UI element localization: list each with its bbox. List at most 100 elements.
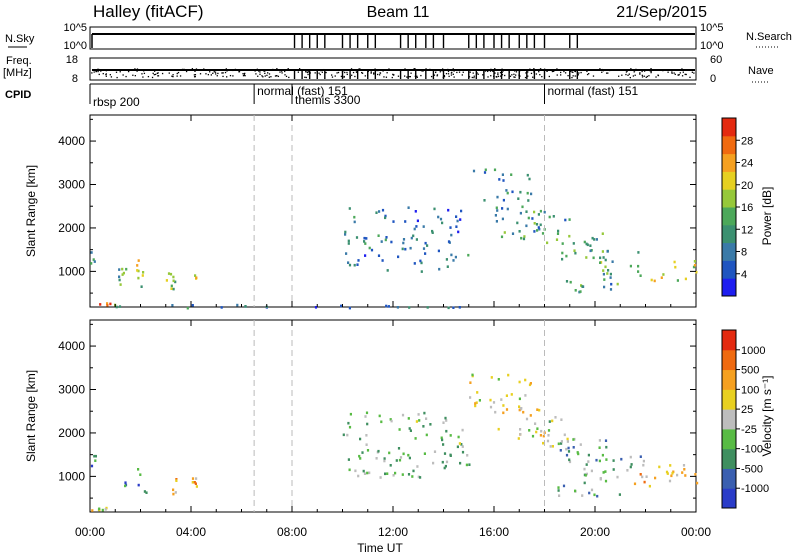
data-cell	[460, 209, 463, 213]
freq-label: Freq.	[6, 55, 32, 67]
data-cell	[122, 271, 125, 275]
colorbar-tick-label: 24	[741, 158, 753, 170]
data-cell	[557, 442, 560, 446]
data-cell	[348, 263, 352, 267]
data-cell	[445, 460, 449, 464]
data-cell	[469, 396, 472, 399]
velocity-colorbar-label: Velocity [m s⁻¹]	[760, 375, 774, 456]
colorbar-tick-label: 1000	[741, 345, 765, 357]
data-cell	[585, 242, 588, 246]
data-cell	[572, 438, 575, 441]
nave-point	[571, 76, 573, 79]
data-cell	[591, 236, 594, 240]
colorbar-tick-label: -25	[741, 424, 757, 436]
nave-point	[511, 74, 513, 76]
nave-point	[403, 75, 406, 77]
data-cell	[418, 419, 421, 422]
nave-point	[577, 74, 579, 76]
nave-point	[685, 73, 687, 76]
nave-point	[605, 72, 608, 74]
data-cell	[106, 304, 109, 307]
data-cell	[681, 471, 684, 474]
nave-point	[128, 70, 130, 72]
nave-point	[257, 75, 259, 77]
data-cell	[566, 440, 569, 443]
data-cell	[169, 272, 173, 276]
data-cell	[394, 471, 397, 475]
nave-point	[281, 70, 283, 72]
nave-point	[503, 69, 505, 71]
data-cell	[92, 258, 95, 261]
y-tick-label: 3000	[58, 383, 85, 397]
nave-point	[358, 68, 360, 70]
nsky-tick-bottom: 10^0	[63, 40, 87, 52]
nave-point	[319, 73, 321, 76]
data-cell	[668, 479, 672, 483]
nave-point	[572, 71, 574, 74]
nave-point	[340, 75, 343, 78]
nave-point	[331, 74, 333, 76]
data-cell	[377, 254, 381, 257]
data-cell	[581, 494, 584, 497]
nave-point	[268, 73, 271, 75]
data-cell	[533, 222, 536, 225]
data-cell	[414, 437, 417, 440]
data-cell	[639, 473, 642, 476]
data-cell	[552, 215, 555, 218]
nave-point	[539, 73, 541, 76]
nave-point	[305, 76, 307, 79]
nave-point	[404, 68, 406, 70]
nave-point	[97, 68, 99, 70]
data-cell	[426, 244, 429, 247]
data-cell	[505, 394, 508, 397]
nave-point	[151, 76, 154, 79]
colorbar-swatch	[722, 448, 736, 469]
cpid-segment-label: rbsp 200	[93, 95, 140, 109]
nave-point	[264, 72, 266, 75]
data-cell	[458, 306, 461, 309]
data-cell	[574, 251, 577, 255]
data-cell	[220, 306, 223, 309]
nave-point	[633, 68, 635, 71]
nave-point	[551, 70, 554, 73]
nave-point	[305, 70, 307, 72]
data-cell	[503, 231, 506, 234]
nave-point	[275, 75, 278, 77]
data-cell	[630, 463, 633, 466]
nave-point	[408, 75, 410, 78]
nave-point	[413, 68, 415, 70]
data-cell	[449, 454, 452, 457]
data-cell	[633, 482, 637, 486]
colorbar-swatch	[722, 428, 736, 450]
data-cell	[693, 263, 697, 267]
nave-point	[142, 76, 144, 78]
data-cell	[106, 302, 109, 305]
nave-point	[378, 74, 381, 76]
nsky-tick-top: 10^5	[63, 22, 87, 34]
data-cell	[419, 259, 422, 263]
data-cell	[604, 439, 608, 442]
nave-point	[447, 73, 450, 75]
nave-point	[458, 71, 461, 73]
data-cell	[560, 442, 563, 445]
data-cell	[90, 464, 94, 468]
data-cell	[437, 249, 440, 253]
nave-point	[134, 68, 136, 70]
data-cell	[530, 192, 533, 196]
data-cell	[191, 481, 194, 484]
nave-point	[560, 74, 562, 76]
data-cell	[536, 229, 539, 232]
data-cell	[359, 437, 362, 441]
data-cell	[519, 428, 522, 431]
nave-point	[392, 73, 394, 76]
nave-point	[552, 70, 555, 72]
data-cell	[502, 198, 505, 202]
data-cell	[137, 483, 140, 487]
data-cell	[388, 451, 391, 455]
y-tick-label: 2000	[58, 221, 85, 235]
data-cell	[548, 215, 551, 219]
data-cell	[593, 238, 596, 241]
data-cell	[433, 450, 437, 453]
nave-point	[355, 71, 358, 73]
data-cell	[423, 411, 426, 415]
